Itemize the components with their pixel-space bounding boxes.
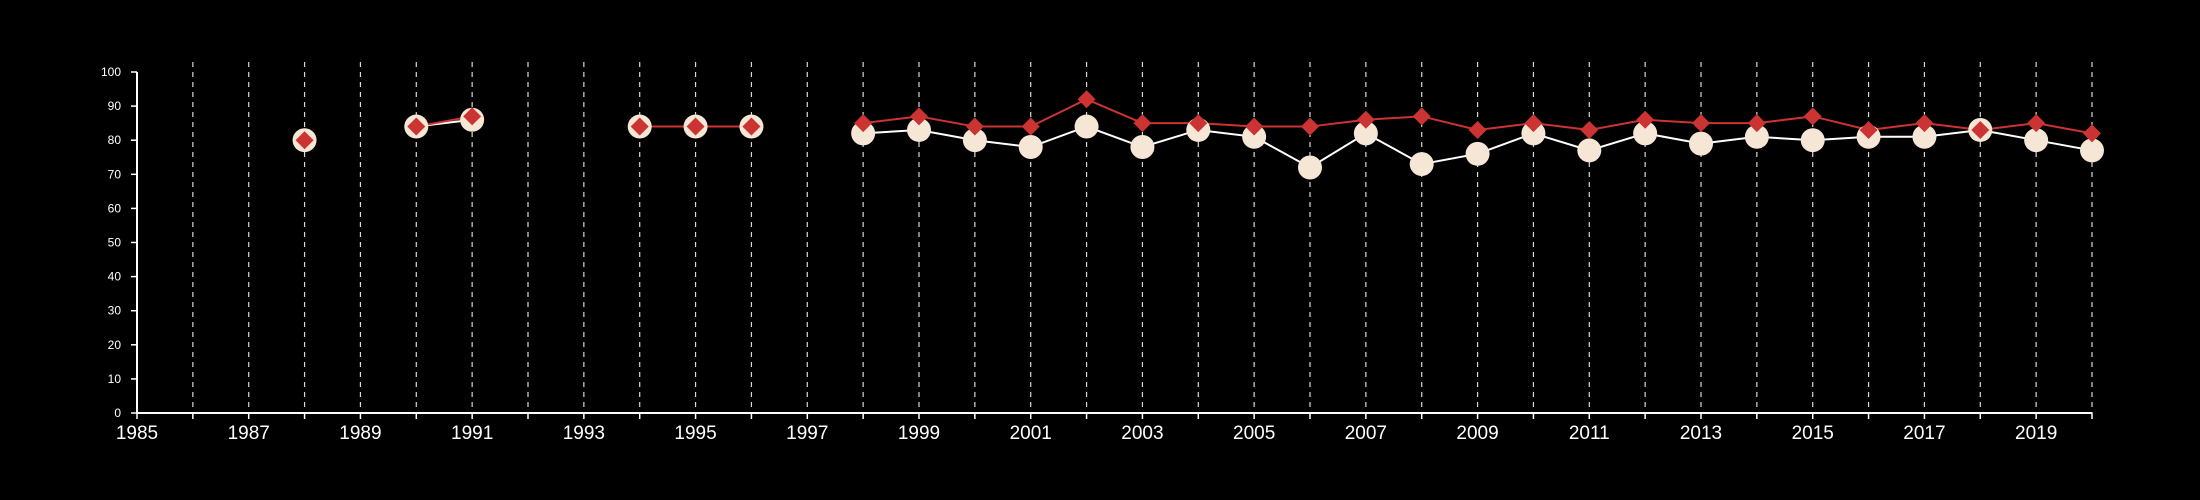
- series-1-point-1994: [630, 117, 649, 136]
- series-1-point-1998: [854, 114, 873, 133]
- y-tick-label-60: 60: [108, 201, 122, 215]
- series-1-point-2013: [1692, 114, 1710, 133]
- series-0-point-2000: [962, 128, 987, 153]
- y-tick-label-100: 100: [101, 65, 121, 79]
- series-0-point-2001: [1018, 135, 1043, 160]
- series-1-point-1995: [686, 117, 705, 136]
- series-1-point-2000: [965, 117, 984, 136]
- series-0-point-2015: [1800, 128, 1825, 153]
- series-0-point-2019: [2024, 128, 2049, 153]
- series-1-point-2009: [1468, 120, 1487, 139]
- series-0-point-2003: [1130, 135, 1155, 160]
- y-tick-label-80: 80: [108, 133, 122, 147]
- series-0-point-2008: [1409, 152, 1434, 177]
- series-1-point-1990: [407, 117, 426, 136]
- x-tick-label-2005: 2005: [1233, 423, 1275, 444]
- x-tick-label-2007: 2007: [1345, 423, 1387, 444]
- series-0-point-2014: [1744, 124, 1769, 149]
- series-0-point-2013: [1689, 131, 1713, 156]
- series-1-point-2003: [1133, 114, 1152, 133]
- x-tick-label-1989: 1989: [339, 423, 381, 444]
- series-1-point-2002: [1077, 90, 1096, 109]
- series-0-point-2011: [1577, 138, 1602, 163]
- series-1-point-2019: [2027, 114, 2046, 133]
- x-tick-label-2009: 2009: [1456, 423, 1498, 444]
- series-1-point-1999: [910, 107, 928, 126]
- series-1-point-2017: [1915, 114, 1934, 133]
- x-tick-label-2015: 2015: [1792, 423, 1834, 444]
- y-tick-label-30: 30: [108, 304, 122, 318]
- x-tick-label-1999: 1999: [898, 423, 940, 444]
- markers-group: [292, 90, 2104, 180]
- x-tick-label-2017: 2017: [1903, 423, 1945, 444]
- series-1-point-2011: [1580, 120, 1599, 139]
- series-1-point-2014: [1747, 114, 1766, 133]
- series-1-point-2016: [1859, 120, 1878, 139]
- series-0-point-2010: [1521, 121, 1546, 146]
- series-0-point-2007: [1353, 121, 1378, 146]
- series-1-point-2006: [1301, 117, 1319, 136]
- series-0-point-2012: [1633, 121, 1658, 146]
- series-1-point-1991: [463, 107, 482, 126]
- x-tick-label-1995: 1995: [674, 423, 716, 444]
- series-1-point-2010: [1524, 114, 1543, 133]
- y-tick-label-40: 40: [108, 270, 122, 284]
- series-0-point-1999: [907, 117, 931, 142]
- series-1-point-2001: [1021, 117, 1040, 136]
- series-1-point-2015: [1803, 107, 1822, 126]
- x-tick-label-2019: 2019: [2015, 423, 2057, 444]
- y-tick-label-70: 70: [108, 167, 122, 181]
- y-tick-label-10: 10: [108, 372, 122, 386]
- x-tick-label-2013: 2013: [1680, 423, 1722, 444]
- series-1-point-1996: [742, 117, 761, 136]
- series-0-point-2017: [1912, 124, 1937, 149]
- series-1-point-2004: [1189, 114, 1208, 133]
- x-tick-label-1985: 1985: [116, 423, 158, 444]
- x-tick-label-2011: 2011: [1569, 423, 1610, 444]
- x-tick-label-1993: 1993: [563, 423, 605, 444]
- x-tick-label-2001: 2001: [1010, 423, 1052, 444]
- x-tick-label-1997: 1997: [786, 423, 828, 444]
- series-0-point-2009: [1465, 141, 1490, 166]
- series-1-point-2012: [1636, 110, 1655, 129]
- series-1-point-1988: [295, 131, 314, 150]
- y-tick-label-20: 20: [108, 338, 122, 352]
- series-0-point-2005: [1242, 124, 1267, 149]
- series-0-point-2006: [1298, 155, 1322, 180]
- y-tick-label-50: 50: [108, 236, 122, 250]
- y-tick-label-0: 0: [114, 406, 121, 420]
- series-0-point-2020: [2080, 138, 2104, 163]
- series-1-point-2018: [1971, 120, 1990, 139]
- series-1-point-2007: [1356, 110, 1375, 129]
- x-tick-label-1987: 1987: [228, 423, 270, 444]
- series-1-point-2020: [2083, 124, 2101, 143]
- series-1-point-2008: [1412, 107, 1431, 126]
- series-1-point-2005: [1245, 117, 1264, 136]
- y-tick-label-90: 90: [108, 99, 122, 113]
- x-tick-label-1991: 1991: [451, 423, 493, 444]
- series-0-point-1998: [851, 121, 876, 146]
- series-0-point-2002: [1074, 114, 1099, 139]
- x-tick-label-2003: 2003: [1121, 423, 1163, 444]
- grid-lines: [192, 62, 2093, 413]
- axes: 0 10 20 30 40 50 60 70 80 90 100 1985 1987 1989 1991 19…: [101, 65, 2093, 444]
